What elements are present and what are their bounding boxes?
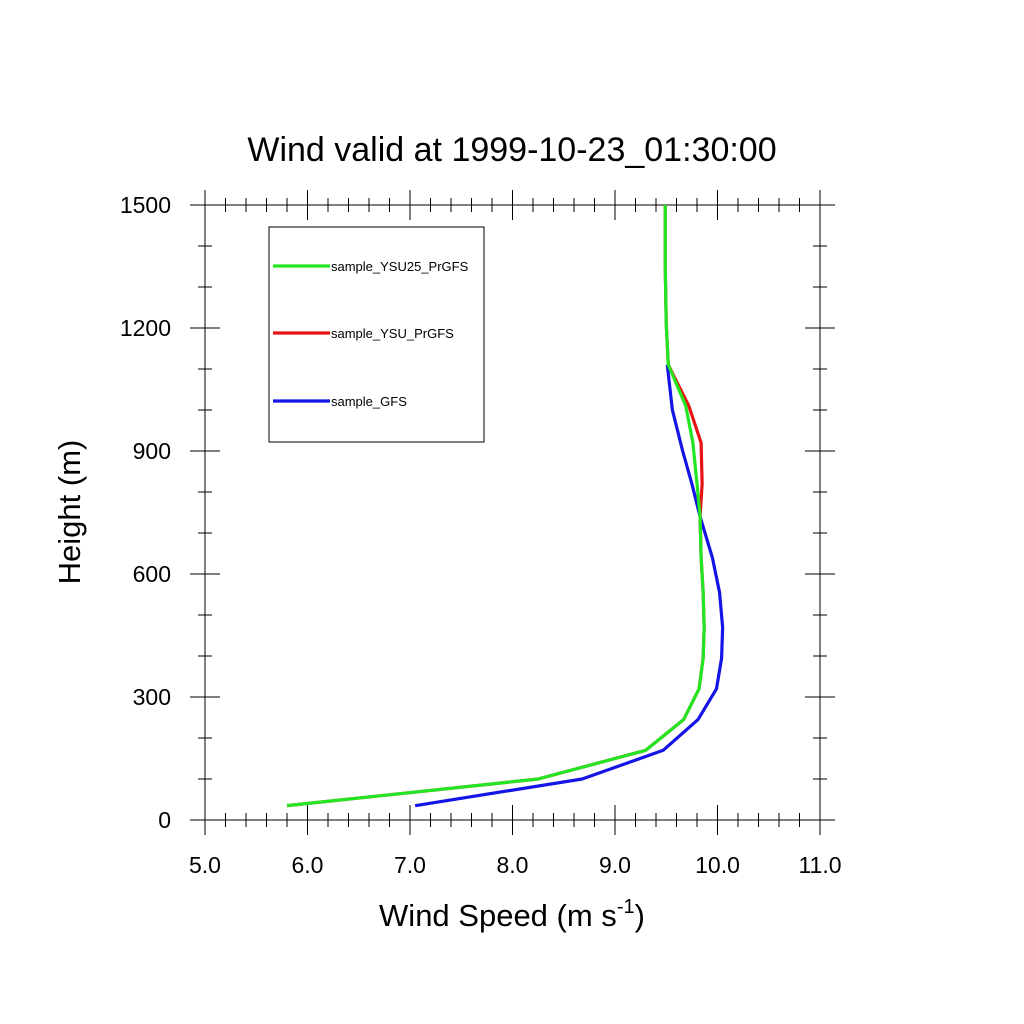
x-tick-label: 9.0 <box>599 852 631 878</box>
chart-title: Wind valid at 1999-10-23_01:30:00 <box>247 131 776 169</box>
legend: sample_YSU25_PrGFS sample_YSU_PrGFSsample… <box>268 226 485 443</box>
axis-ticks <box>190 190 835 835</box>
y-tick-label: 900 <box>133 438 171 464</box>
y-tick-label: 300 <box>133 684 171 710</box>
plot-frame <box>204 204 821 821</box>
series-lines <box>286 205 725 808</box>
x-tick-label: 10.0 <box>695 852 740 878</box>
x-tick-labels: 5.0 6.0 7.0 8.0 9.0 10.0 11.0 <box>189 852 842 878</box>
legend-box <box>268 226 485 443</box>
x-axis-title-superscript: -1 <box>617 896 635 918</box>
series-line-sample_YSU_PrGFS <box>286 205 706 808</box>
series-line-sample_GFS <box>414 364 725 808</box>
x-tick-label: 7.0 <box>394 852 426 878</box>
series-line-sample_YSU25_PrGFS <box>286 205 706 808</box>
x-axis-title-suffix: ) <box>635 898 645 933</box>
x-tick-label: 6.0 <box>292 852 324 878</box>
x-tick-label: 8.0 <box>497 852 529 878</box>
y-tick-label: 1200 <box>120 315 171 341</box>
legend-label: sample_YSU_PrGFS <box>331 326 454 341</box>
y-tick-labels: 0 300 600 900 1200 1500 <box>120 192 171 833</box>
x-axis-title-main: Wind Speed (m s <box>379 898 617 933</box>
y-tick-label: 1500 <box>120 192 171 218</box>
y-tick-label: 600 <box>133 561 171 587</box>
y-tick-label: 0 <box>158 807 171 833</box>
y-axis-title: Height (m) <box>52 440 87 585</box>
legend-label: sample_YSU25_PrGFS <box>331 259 469 274</box>
x-axis-title: Wind Speed (m s-1) <box>379 896 645 933</box>
legend-label: sample_GFS <box>331 394 407 409</box>
x-tick-label: 5.0 <box>189 852 221 878</box>
x-tick-label: 11.0 <box>798 852 841 878</box>
